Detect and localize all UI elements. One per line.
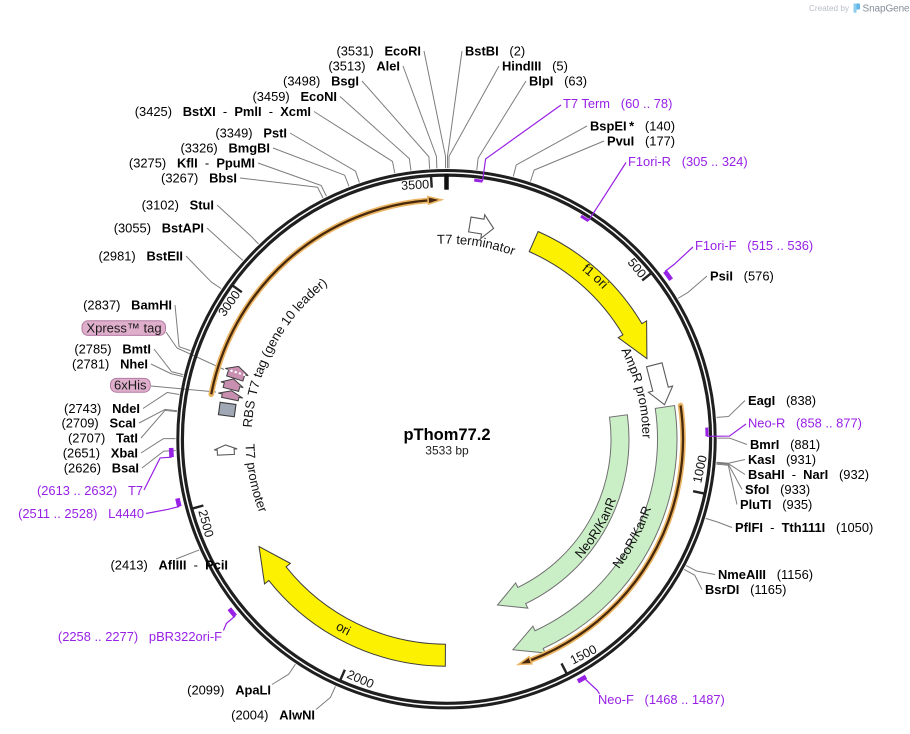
svg-text:(2413) AflIII - PciI: (2413) AflIII - PciI [110,558,228,573]
svg-text:(2626) BsaI: (2626) BsaI [64,461,139,476]
svg-text:3533 bp: 3533 bp [425,444,469,458]
svg-text:HindIII (5): HindIII (5) [502,59,568,74]
svg-text:3500: 3500 [401,177,430,193]
svg-text:BstBI (2): BstBI (2) [465,44,525,59]
svg-text:Neo-F (1468 .. 1487): Neo-F (1468 .. 1487) [598,692,725,707]
svg-text:(2837) BamHI: (2837) BamHI [83,298,172,313]
svg-text:Neo-R (858 .. 877): Neo-R (858 .. 877) [748,416,862,431]
svg-text:T7 Term (60 .. 78): T7 Term (60 .. 78) [563,96,672,111]
svg-text:BsrDI (1165): BsrDI (1165) [705,582,786,597]
svg-text:RBS: RBS [240,399,258,428]
svg-text:(2651) XbaI: (2651) XbaI [63,446,138,461]
svg-text:1000: 1000 [690,454,709,484]
svg-text:(3267) BbsI: (3267) BbsI [161,171,237,186]
svg-text:PflFI - Tth111I (1050): PflFI - Tth111I (1050) [735,520,873,535]
svg-text:Created by: Created by [809,4,850,13]
svg-text:(3326) BmgBI: (3326) BmgBI [180,141,270,156]
svg-text:(3102) StuI: (3102) StuI [142,198,214,213]
svg-text:(3425) BstXI - PmlI - Xc: (3425) BstXI - PmlI - XcmI [135,104,311,119]
svg-text:(3513) AleI: (3513) AleI [328,59,400,74]
svg-text:NeoR/KanR: NeoR/KanR [572,495,619,561]
svg-text:Xpress™ tag: Xpress™ tag [86,320,161,335]
svg-text:(3459) EcoNI: (3459) EcoNI [252,89,337,104]
svg-text:(3349) PstI: (3349) PstI [215,126,287,141]
svg-text:T7 terminator: T7 terminator [437,232,518,259]
svg-text:(2981) BstEII: (2981) BstEII [98,249,183,264]
svg-text:(2099) ApaLI: (2099) ApaLI [187,683,271,698]
svg-text:F1ori-F (515 .. 536): F1ori-F (515 .. 536) [695,238,813,253]
svg-text:ori: ori [334,618,354,638]
svg-text:(3275) KflI - PpuMI: (3275) KflI - PpuMI [129,156,255,171]
svg-text:(2004) AlwNI: (2004) AlwNI [231,708,315,723]
svg-text:(3531) EcoRI: (3531) EcoRI [336,44,421,59]
svg-text:PvuI (177): PvuI (177) [607,134,675,149]
svg-text:(2258 .. 2277) pBR322ori-F: (2258 .. 2277) pBR322ori-F [58,629,222,644]
svg-text:KasI (931): KasI (931) [748,452,816,467]
svg-text:6xHis: 6xHis [114,378,147,393]
svg-text:EagI (838): EagI (838) [748,393,816,408]
svg-text:(2709) ScaI: (2709) ScaI [61,416,136,431]
svg-text:(2785) BmtI: (2785) BmtI [74,342,151,357]
svg-text:F1ori-R (305 .. 324): F1ori-R (305 .. 324) [628,154,748,169]
svg-text:PsiI (576): PsiI (576) [710,269,774,284]
svg-text:SnapGene: SnapGene [863,4,910,15]
svg-text:pThom77.2: pThom77.2 [403,426,490,444]
svg-text:BlpI (63): BlpI (63) [529,74,587,89]
svg-text:(2781) NheI: (2781) NheI [72,357,148,372]
svg-text:(3498) BsgI: (3498) BsgI [283,74,359,89]
svg-text:(2707) TatI: (2707) TatI [68,431,138,446]
svg-text:SfoI (933): SfoI (933) [745,482,810,497]
svg-text:(2511 .. 2528) L4440: (2511 .. 2528) L4440 [18,506,144,521]
svg-text:(2743) NdeI: (2743) NdeI [64,401,140,416]
svg-text:BsaHI - NarI (932): BsaHI - NarI (932) [748,467,869,482]
svg-text:BspEI * (140): BspEI * (140) [590,119,675,134]
svg-text:BmrI (881): BmrI (881) [750,437,820,452]
svg-text:NmeAIII (1156): NmeAIII (1156) [718,567,813,582]
svg-text:(2613 .. 2632) T7: (2613 .. 2632) T7 [37,483,143,498]
svg-text:(3055) BstAPI: (3055) BstAPI [114,221,204,236]
svg-text:PluTI (935): PluTI (935) [740,497,812,512]
svg-text:T7 promoter: T7 promoter [243,443,272,514]
